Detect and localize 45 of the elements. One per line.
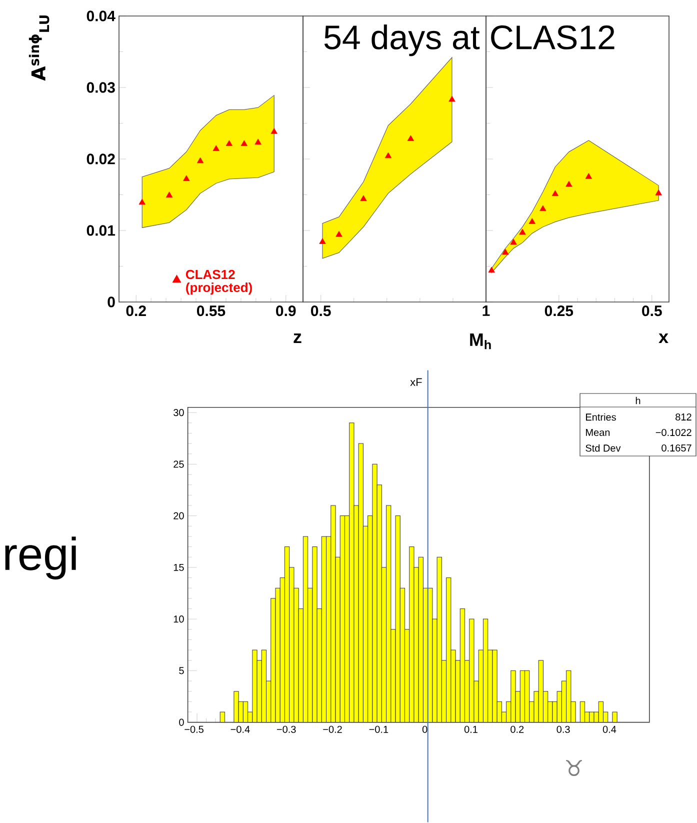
x-tick-label: 0.1 — [464, 726, 478, 733]
text: −0.1022 — [656, 428, 692, 436]
x-tick-label: 0.55 — [196, 306, 226, 316]
x-tick-label: −0.3 — [276, 726, 296, 733]
x-tick-label: 0.2 — [510, 726, 524, 733]
annotation: Std Dev — [586, 444, 621, 452]
y-tick-label: 25 — [174, 460, 184, 468]
annotation: 54 days at CLAS12 — [324, 24, 614, 56]
x-tick-label: 1 — [482, 306, 490, 316]
x-axis-title: x — [658, 334, 668, 344]
x-tick-label: −0.1 — [369, 726, 388, 733]
x-tick-label: 0.9 — [276, 306, 296, 316]
y-tick-label: 20 — [174, 512, 184, 520]
x-tick-label: 0.2 — [126, 306, 146, 316]
chart-title: xF — [410, 378, 422, 386]
annotation: Mean — [586, 429, 610, 436]
y-tick-label: 0 — [179, 718, 184, 726]
y-axis-title: A$^{sinϕ}$LU — [28, 16, 50, 81]
y-tick-label: 10 — [174, 616, 184, 623]
text: h — [636, 396, 640, 404]
y-tick-label: 0.02 — [86, 154, 115, 164]
y-tick-label: 5 — [179, 667, 184, 674]
text: 0.1657 — [662, 444, 692, 452]
x-tick-label: 0.5 — [311, 306, 331, 316]
text: regi — [5, 536, 76, 580]
legend-label: CLAS12 (projected) — [186, 270, 252, 295]
x-tick-label: 0.4 — [602, 726, 616, 733]
text: ♉ — [566, 760, 582, 776]
x-tick-label: −0.2 — [323, 726, 342, 733]
text: 812 — [676, 413, 692, 421]
x-tick-label: 0.25 — [544, 306, 574, 316]
y-tick-label: 0.03 — [86, 82, 115, 93]
y-tick-label: 30 — [174, 409, 184, 416]
y-tick-label: 0 — [108, 296, 115, 308]
x-axis-title: z — [294, 334, 302, 344]
annotation: Entries — [586, 413, 616, 421]
x-tick-label: 0.3 — [556, 726, 570, 733]
x-tick-label: 0.5 — [642, 306, 662, 316]
y-tick-label: 0.04 — [86, 10, 116, 22]
y-tick-label: 0.01 — [86, 225, 116, 236]
x-tick-label: 0 — [422, 726, 428, 733]
x-tick-label: −0.5 — [184, 726, 204, 733]
x-axis-title: M$_{h}$ — [470, 334, 491, 350]
y-tick-label: 15 — [174, 564, 184, 571]
x-tick-label: −0.4 — [230, 726, 250, 733]
